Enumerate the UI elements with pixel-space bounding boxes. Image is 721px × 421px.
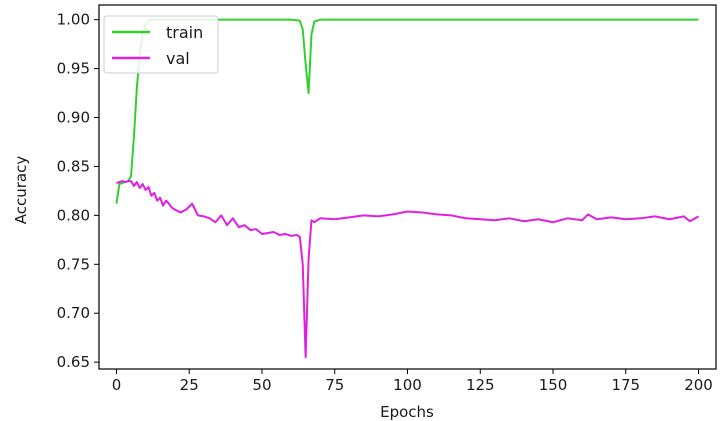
legend-val-label: val <box>166 49 190 68</box>
y-tick-label: 0.65 <box>57 353 90 371</box>
x-tick-label: 50 <box>252 376 271 394</box>
y-axis-label: Accuracy <box>12 156 30 225</box>
x-tick-label: 200 <box>684 376 713 394</box>
x-tick-label: 100 <box>393 376 422 394</box>
x-tick-label: 25 <box>180 376 199 394</box>
x-tick-label: 150 <box>539 376 568 394</box>
x-axis-label: Epochs <box>380 403 434 421</box>
legend: train val <box>103 15 219 74</box>
y-tick-label: 0.85 <box>57 157 90 175</box>
legend-train-label: train <box>166 23 203 42</box>
x-tick-label: 0 <box>112 376 122 394</box>
ticks-layer: 0 25 50 75 100 125 150 175 200 0.65 0.70 0.75 0.80 0.… <box>57 11 713 394</box>
y-tick-label: 0.75 <box>57 255 90 273</box>
y-tick-label: 0.90 <box>57 109 90 127</box>
x-tick-label: 75 <box>325 376 344 394</box>
x-tick-label: 175 <box>611 376 640 394</box>
x-tick-label: 125 <box>466 376 495 394</box>
y-tick-label: 0.70 <box>57 304 90 322</box>
y-tick-label: 0.95 <box>57 60 90 78</box>
y-tick-label: 0.80 <box>57 206 90 224</box>
series-line-val <box>116 180 700 359</box>
y-tick-label: 1.00 <box>57 11 90 29</box>
